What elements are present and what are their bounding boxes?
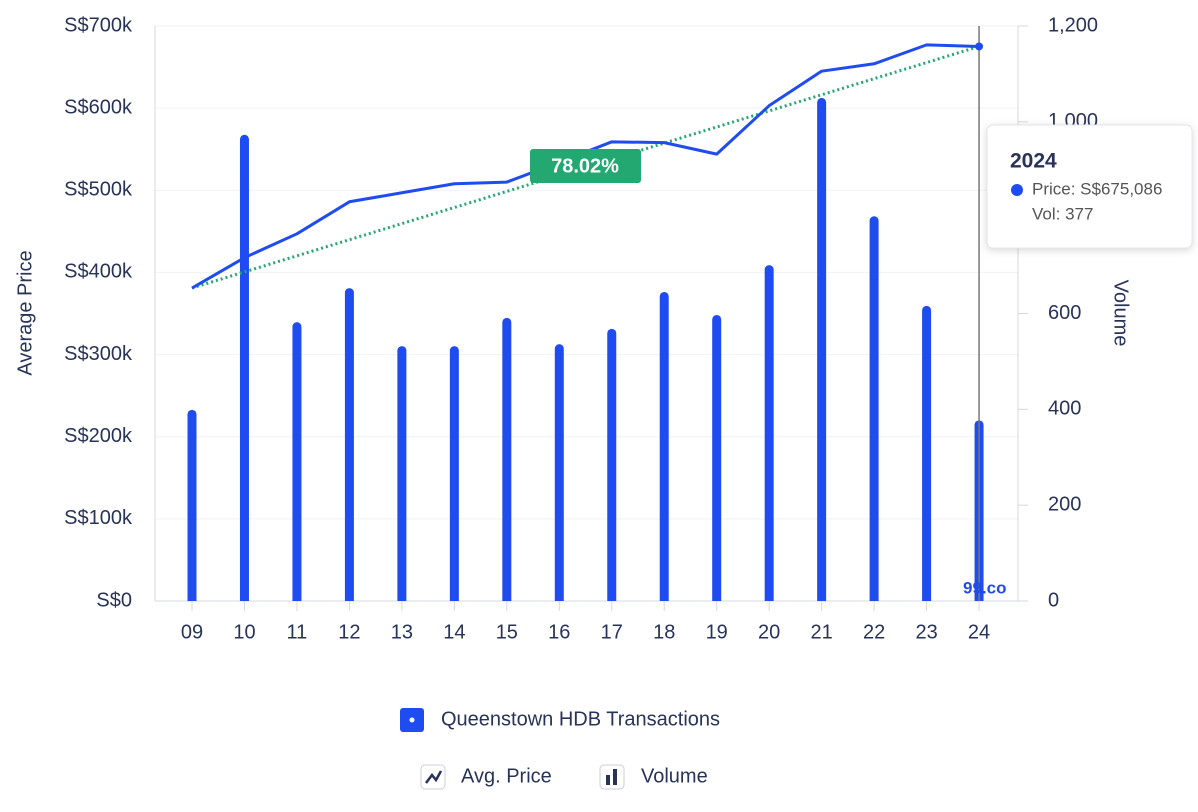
legend-title: Queenstown HDB Transactions: [441, 708, 720, 730]
legend-label: Volume: [641, 765, 708, 787]
x-tick-label: 20: [758, 621, 780, 643]
annotation: 78.02%: [551, 155, 619, 177]
y2-tick-label: 0: [1048, 589, 1059, 611]
tooltip-dot: [1011, 184, 1023, 196]
bar: [344, 288, 354, 601]
legend-icon-box: [599, 764, 625, 790]
x-tick-label: 15: [496, 621, 518, 643]
bar: [292, 322, 302, 601]
bar: [187, 409, 197, 601]
annotation-box: [530, 149, 641, 183]
bar: [397, 346, 407, 601]
tooltip-box: [986, 124, 1193, 249]
y2-axis-title: Volume: [1110, 280, 1132, 347]
tooltip-title: 2024: [1010, 150, 1057, 173]
x-tick-label: 17: [601, 621, 623, 643]
legend-label: Avg. Price: [461, 765, 552, 787]
bar: [607, 328, 617, 601]
bar: [712, 314, 722, 601]
y-tick-label: S$400k: [64, 261, 133, 283]
bar: [554, 344, 564, 601]
x-tick-label: 16: [548, 621, 570, 643]
y-tick-label: S$500k: [64, 179, 133, 201]
y2-tick-label: 600: [1048, 302, 1081, 324]
x-tick-label: 11: [287, 621, 308, 643]
bar: [922, 305, 932, 601]
x-tick-label: 21: [811, 621, 833, 643]
y-tick-label: S$700k: [64, 14, 133, 36]
x-tick-label: 14: [443, 621, 465, 643]
legend-icon-bar: [606, 775, 610, 785]
x-tick-label: 09: [181, 621, 203, 643]
x-tick-label: 19: [706, 621, 728, 643]
y-axis-title: Average Price: [14, 250, 36, 375]
y-tick-label: S$0: [96, 589, 132, 611]
y2-tick-label: 200: [1048, 493, 1081, 515]
y2-tick-label: 400: [1048, 398, 1081, 420]
legend-swatch-dot: [409, 717, 415, 723]
logo: 99.co: [963, 578, 1006, 597]
bar: [764, 265, 774, 601]
bar: [869, 216, 879, 601]
tooltip-price: Price: S$675,086: [1032, 179, 1162, 198]
legend-icon-bar: [613, 769, 617, 785]
hover-point: [975, 42, 984, 51]
x-tick-label: 18: [653, 621, 675, 643]
bar: [502, 317, 512, 601]
legend-icon-line: [425, 770, 443, 784]
bar: [817, 97, 827, 601]
x-tick-label: 22: [863, 621, 885, 643]
bar: [239, 134, 249, 602]
x-tick-label: 12: [338, 621, 360, 643]
bar: [449, 346, 459, 601]
y-tick-label: S$300k: [64, 343, 133, 365]
x-tick-label: 24: [968, 621, 990, 643]
x-tick-label: 23: [915, 621, 937, 643]
x-tick-label: 13: [391, 621, 413, 643]
tooltip-volume: Vol: 377: [1032, 204, 1093, 223]
bar: [659, 291, 669, 601]
y-tick-label: S$600k: [64, 96, 133, 118]
y-tick-label: S$200k: [64, 425, 133, 447]
y2-tick-label: 1,200: [1048, 14, 1098, 36]
x-tick-label: 10: [233, 621, 255, 643]
y-tick-label: S$100k: [64, 507, 133, 529]
